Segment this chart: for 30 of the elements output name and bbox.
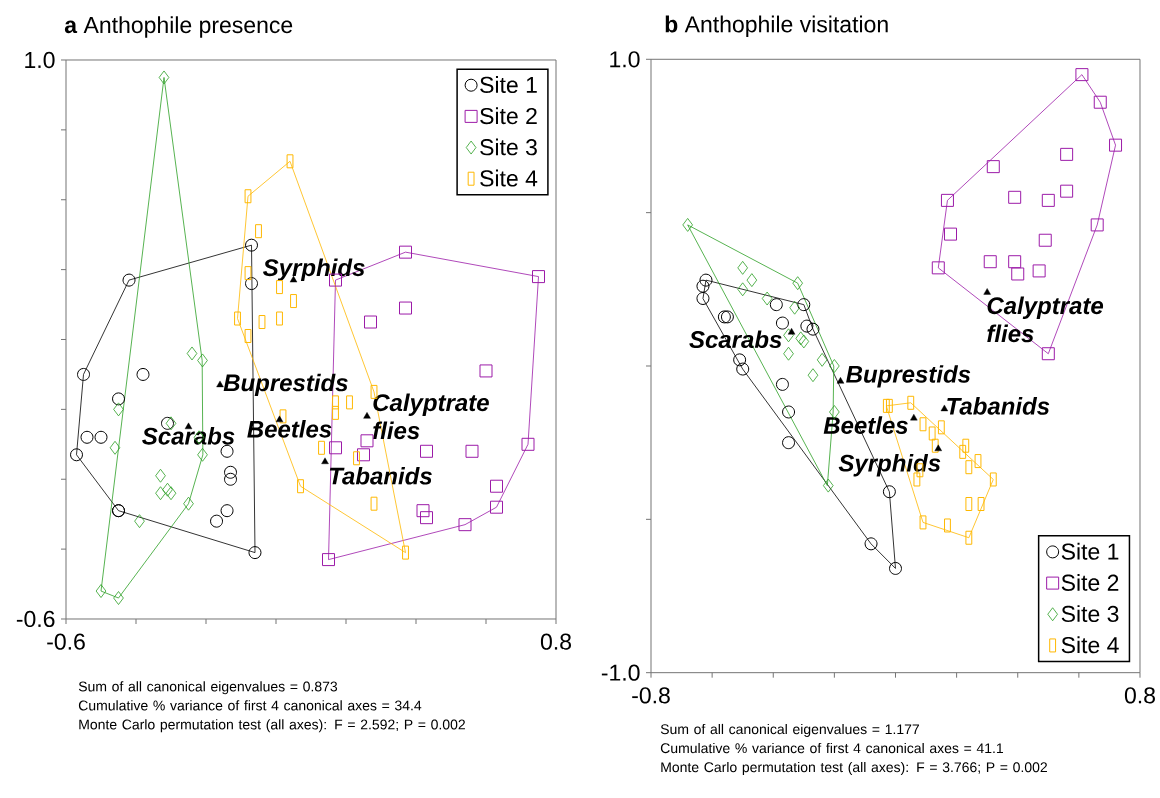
- annotation: Buprestids: [846, 365, 971, 388]
- text: Sum of all canonical eigenvalues = 0.873: [78, 681, 338, 695]
- text: Cumulative % variance of first 4 canonical axes = 34.4: [78, 700, 422, 711]
- annotation: Scarabs: [689, 330, 782, 349]
- annotation: Calyptrate flies: [987, 296, 1104, 343]
- x-tick-label: 0.8: [540, 633, 571, 650]
- legend-label: Site 4: [1061, 636, 1119, 654]
- text: Sum of all canonical eigenvalues = 1.177: [660, 723, 919, 737]
- y-tick-label: -1.0: [601, 664, 640, 681]
- chart-title: a Anthophile presence: [64, 16, 293, 38]
- chart-title: b Anthophile visitation: [665, 15, 888, 38]
- legend-label: Site 4: [480, 169, 538, 187]
- legend-label: Site 2: [480, 107, 537, 125]
- text: Monte Carlo permutation test (all axes): F = 2.592; P = 0.002: [79, 719, 465, 733]
- text: Monte Carlo permutation test (all axes): F = 3.766; P = 0.002: [661, 761, 1047, 775]
- x-tick-label: 0.8: [1124, 687, 1155, 704]
- annotation: Beetles: [823, 416, 908, 434]
- legend-label: Site 1: [1061, 542, 1119, 560]
- annotation: Buprestids: [223, 373, 348, 397]
- annotation: Calyptrate flies: [373, 393, 489, 440]
- y-tick-label: 1.0: [25, 51, 55, 69]
- legend-label: Site 3: [1061, 605, 1119, 623]
- legend-label: Site 1: [480, 76, 537, 94]
- legend-label: Site 3: [480, 138, 537, 156]
- y-tick-label: 1.0: [610, 51, 640, 68]
- text: Cumulative % variance of first 4 canonical axes = 41.1: [660, 742, 1004, 754]
- annotation: Scarabs: [142, 427, 235, 445]
- x-tick-label: -0.8: [632, 687, 670, 704]
- legend-label: Site 2: [1061, 574, 1119, 591]
- annotation: Tabanids: [947, 397, 1050, 415]
